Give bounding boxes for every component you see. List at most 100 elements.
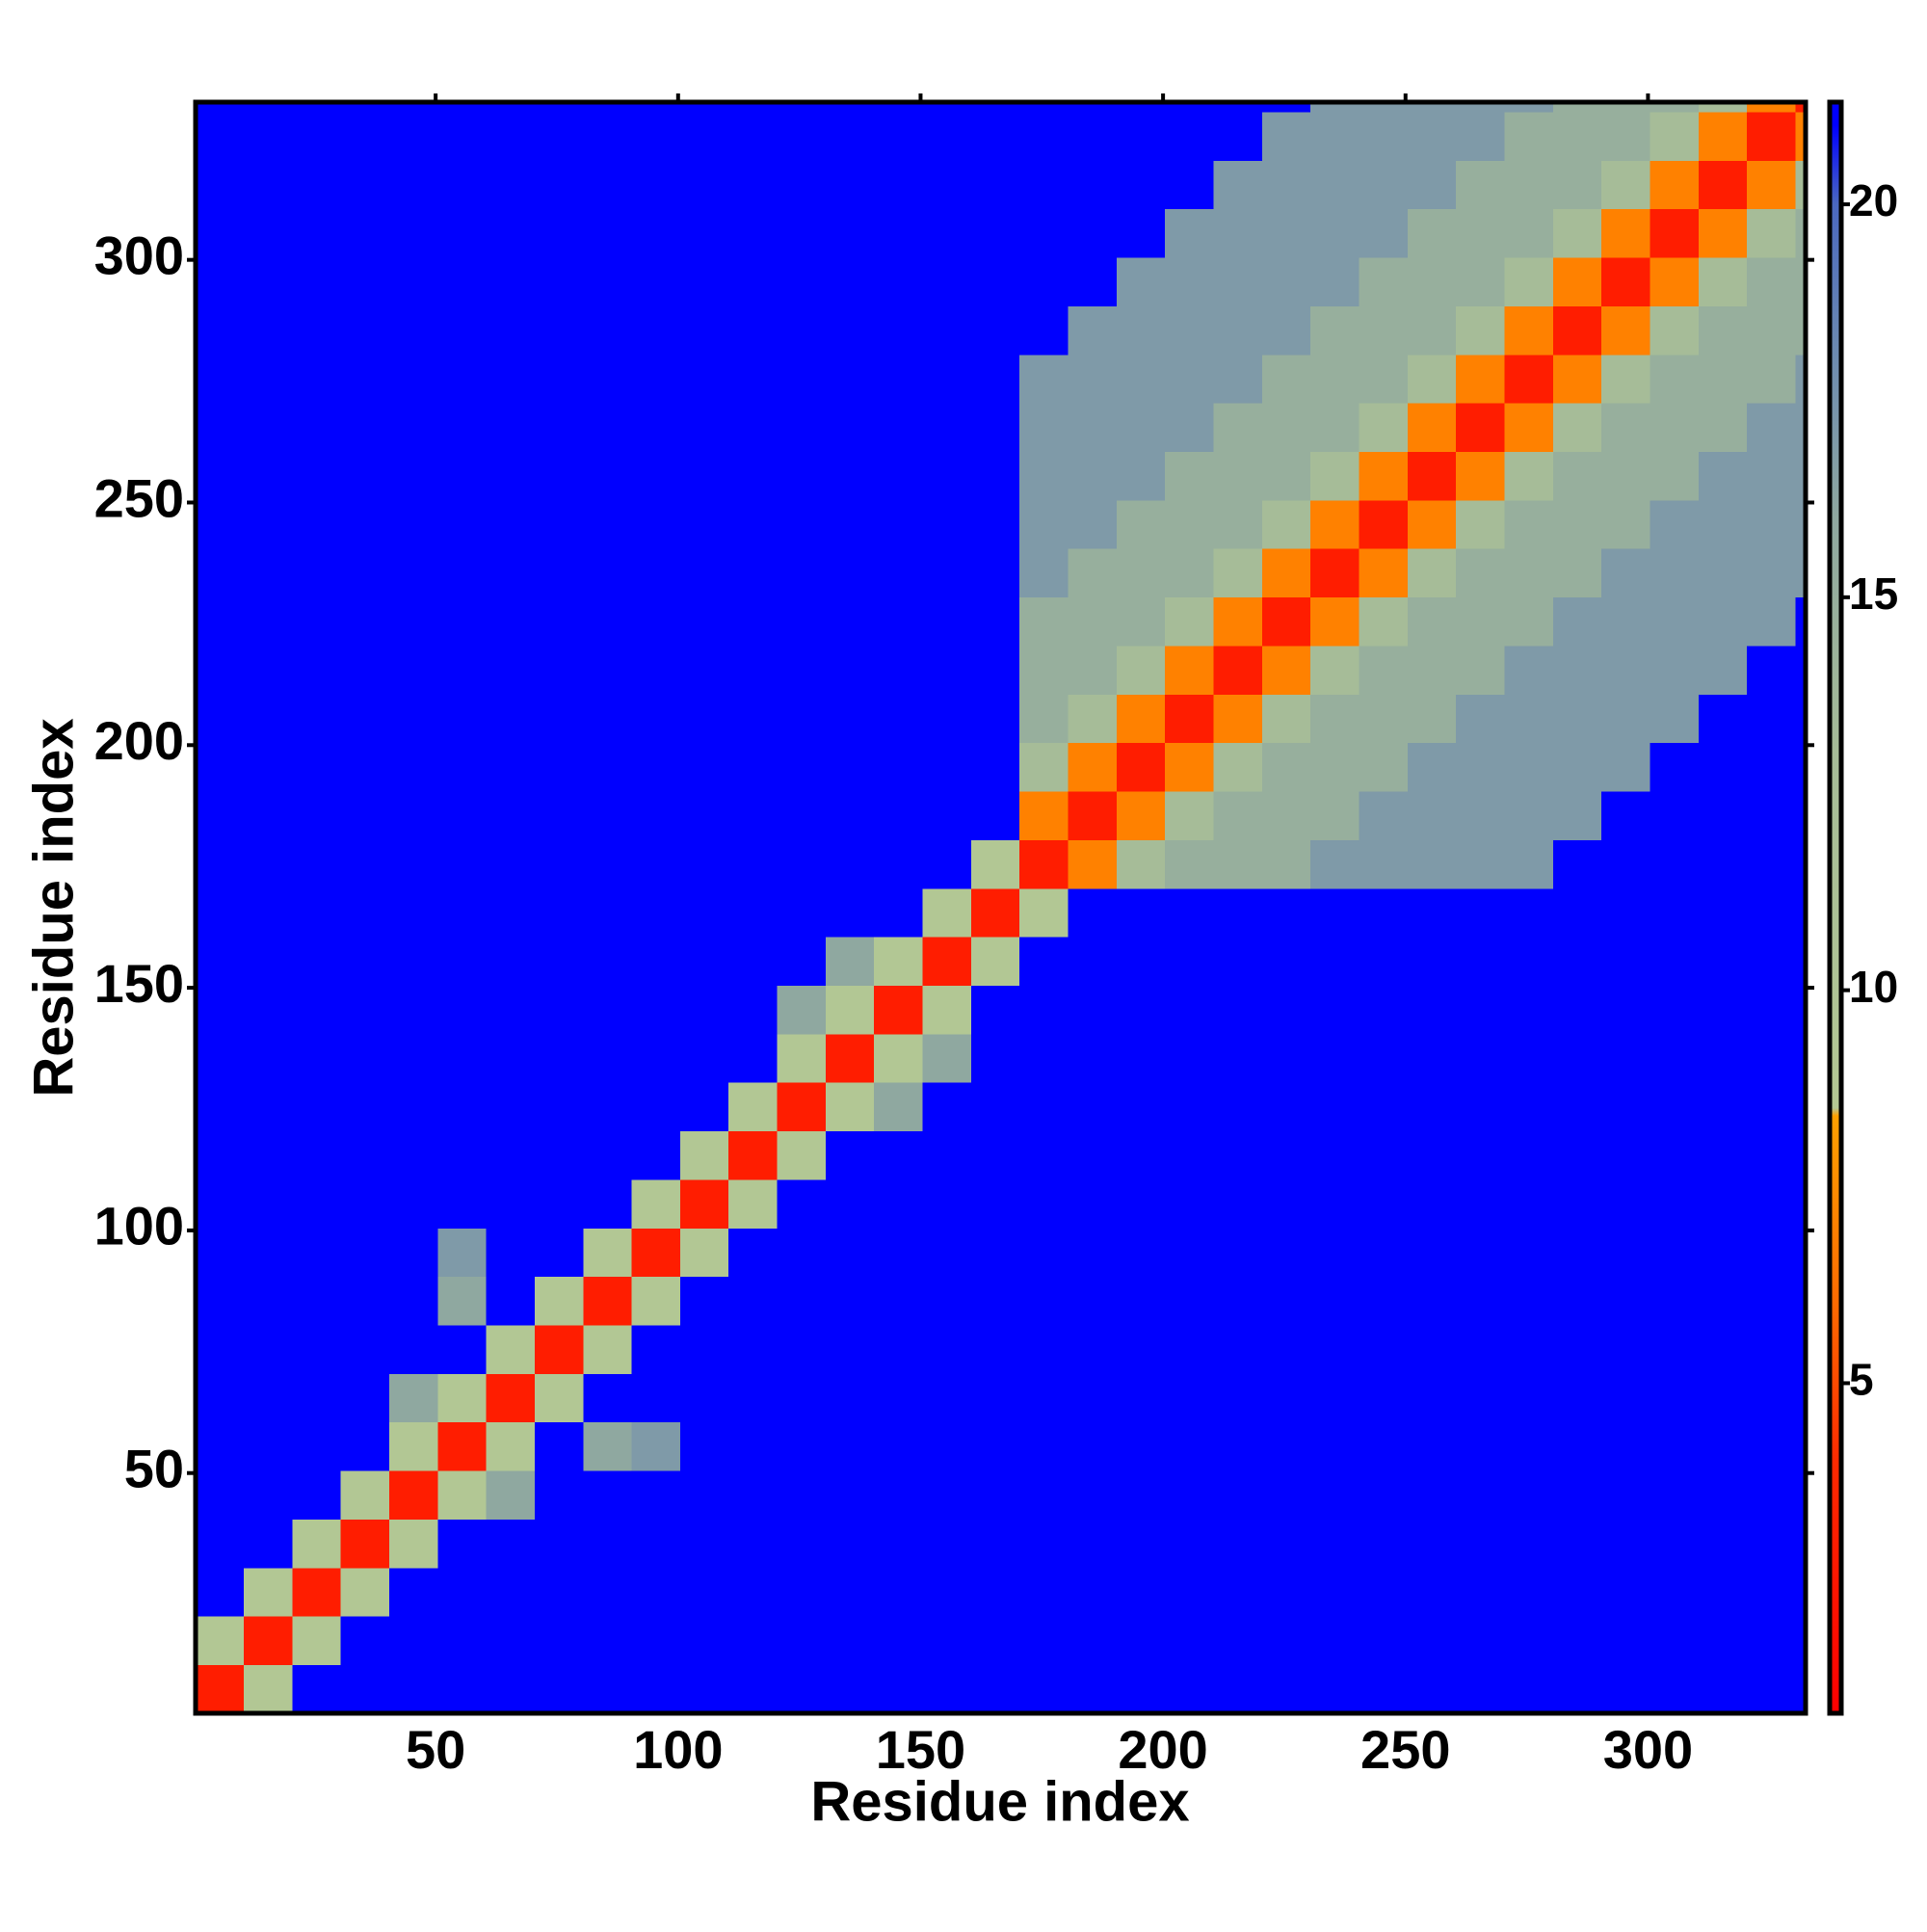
heatmap-cell [631,305,681,356]
heatmap-cell [1019,1664,1069,1714]
heatmap-cell [292,985,342,1035]
heatmap-cell [1698,208,1749,258]
heatmap-cell [970,402,1021,453]
heatmap-cell [195,694,245,744]
heatmap-cell [1456,160,1506,210]
heatmap-cell [970,1519,1021,1569]
heatmap-cell [825,160,876,210]
heatmap-cell [631,354,681,404]
heatmap-cell [1359,402,1409,453]
heatmap-cell [679,1664,730,1714]
heatmap-cell [1552,645,1603,695]
heatmap-cell [679,887,730,938]
heatmap-cell [534,1130,585,1180]
heatmap-cell [679,985,730,1035]
heatmap-cell [388,451,439,501]
heatmap-cell [1165,645,1215,695]
heatmap-cell [292,208,342,258]
heatmap-cell [1698,1664,1749,1714]
heatmap-cell [922,1033,972,1083]
heatmap-cell [583,1373,633,1423]
heatmap-cell [340,1324,390,1374]
heatmap-cell [1552,1227,1603,1278]
heatmap-cell [1407,1421,1458,1471]
heatmap-cell [1019,111,1069,161]
heatmap-cell [1068,354,1118,404]
heatmap-cell [1068,547,1118,598]
heatmap-cell [486,1324,536,1374]
heatmap-cell [679,1469,730,1520]
heatmap-cell [922,1421,972,1471]
heatmap-cell [1359,1421,1409,1471]
heatmap-cell [1019,1519,1069,1569]
heatmap-cell [922,839,972,889]
heatmap-cell [1019,742,1069,792]
heatmap-cell [825,1615,876,1666]
heatmap-cell [1601,499,1651,549]
heatmap-cell [1213,354,1263,404]
heatmap-cell [388,1178,439,1229]
heatmap-cell [1650,645,1700,695]
heatmap-cell [243,1227,294,1278]
heatmap-cell [1165,1664,1215,1714]
heatmap-cell [1359,1227,1409,1278]
heatmap-cell [1310,451,1360,501]
heatmap-cell [1552,111,1603,161]
heatmap-cell [1019,451,1069,501]
heatmap-cell [486,305,536,356]
heatmap-cell [195,1469,245,1520]
heatmap-cell [825,1130,876,1180]
heatmap-cell [486,936,536,986]
heatmap-cell [340,887,390,938]
heatmap-cell [679,547,730,598]
heatmap-cell [1019,1615,1069,1666]
heatmap-cell [777,1227,827,1278]
heatmap-cell [1552,402,1603,453]
x-tick-label: 300 [1603,1719,1693,1780]
heatmap-cell [437,1664,488,1714]
heatmap-cell [1116,547,1167,598]
heatmap-cell [1213,1469,1263,1520]
heatmap-cell [437,1421,488,1471]
heatmap-cell [1359,160,1409,210]
heatmap-cell [970,111,1021,161]
heatmap-cell [534,1567,585,1617]
heatmap-cell [1310,1130,1360,1180]
heatmap-cell [679,354,730,404]
heatmap-cell [195,451,245,501]
heatmap-cell [1504,1130,1554,1180]
heatmap-cell [728,160,779,210]
heatmap-cell [679,1130,730,1180]
heatmap-cell [583,402,633,453]
heatmap-cell [243,887,294,938]
heatmap-cell [1068,402,1118,453]
heatmap-cell [292,256,342,306]
heatmap-cell [292,1664,342,1714]
x-tick-label: 250 [1360,1719,1450,1780]
heatmap-cell [292,499,342,549]
y-tick-label: 300 [94,225,184,285]
heatmap-cell [437,1324,488,1374]
heatmap-cell [1116,694,1167,744]
heatmap-cell [292,936,342,986]
heatmap-cell [1552,1033,1603,1083]
heatmap-cell [777,354,827,404]
heatmap-cell [388,985,439,1035]
heatmap-cell [1261,985,1312,1035]
heatmap-cell [1213,111,1263,161]
heatmap-cell [1601,208,1651,258]
heatmap-cell [1747,1033,1797,1083]
heatmap-cell [1019,887,1069,938]
heatmap-cell [486,985,536,1035]
heatmap-cell [388,1324,439,1374]
heatmap-cell [1698,1130,1749,1180]
heatmap-cell [195,1227,245,1278]
heatmap-cell [825,596,876,647]
heatmap-cell [195,936,245,986]
heatmap-cell [1747,1615,1797,1666]
heatmap-cell [1213,208,1263,258]
heatmap-cell [825,208,876,258]
heatmap-cell [631,1130,681,1180]
heatmap-cell [970,645,1021,695]
